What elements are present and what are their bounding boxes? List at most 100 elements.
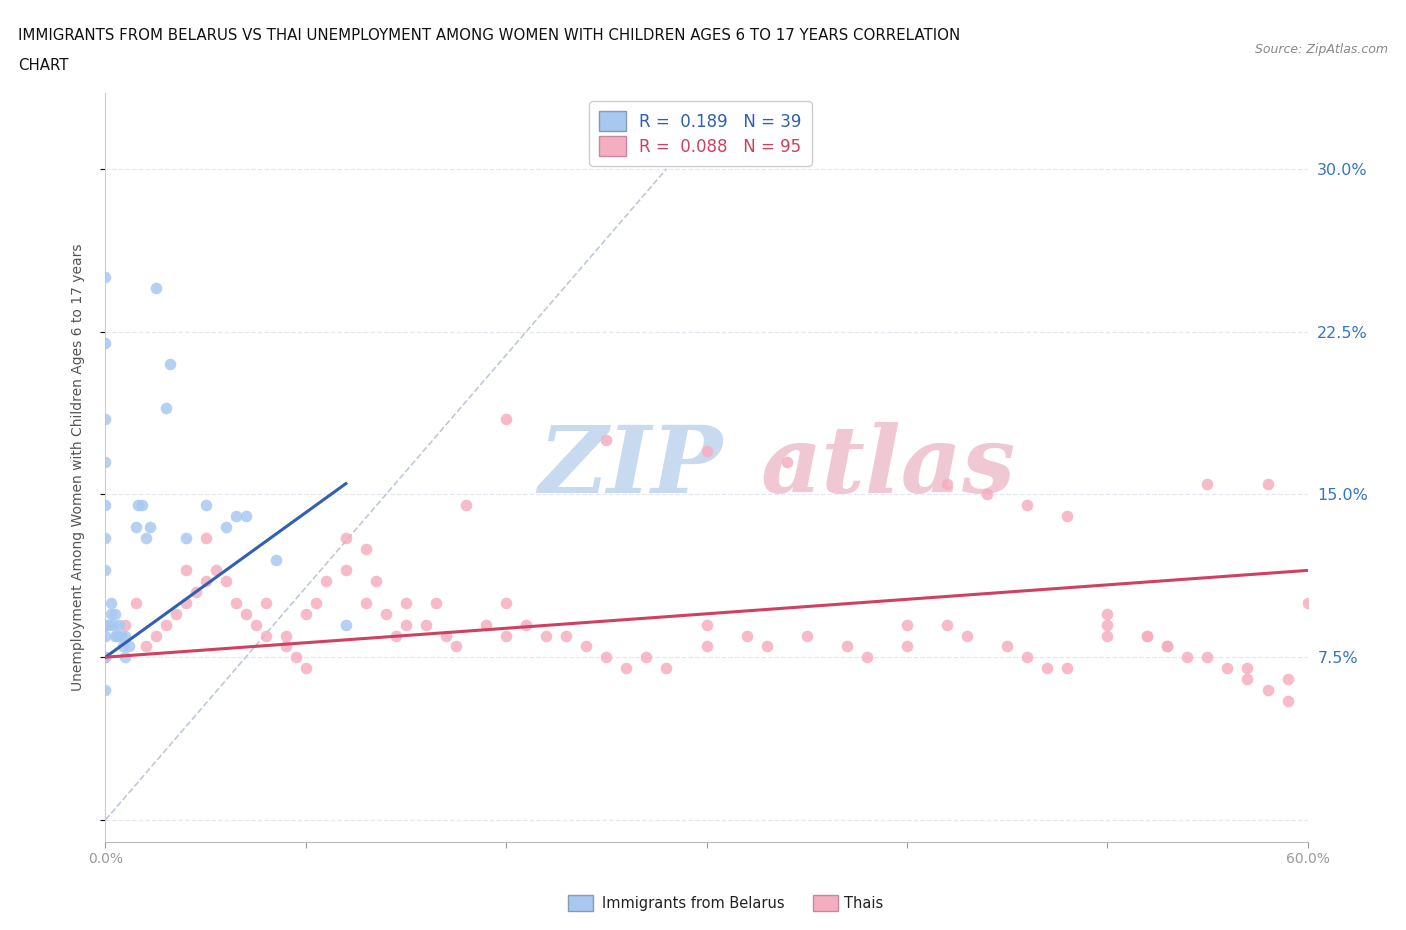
Point — [145, 281, 167, 296]
Point — [1277, 671, 1299, 686]
Point — [131, 498, 153, 512]
Point — [159, 357, 181, 372]
Point — [155, 618, 177, 632]
Point — [194, 498, 217, 512]
Point — [1136, 628, 1159, 643]
Point — [495, 411, 517, 426]
Point — [936, 618, 959, 632]
Point — [225, 509, 247, 524]
Point — [174, 595, 197, 610]
Point — [425, 595, 447, 610]
Point — [184, 585, 207, 600]
Point — [104, 606, 127, 621]
Point — [1177, 650, 1199, 665]
Point — [127, 498, 149, 512]
Point — [595, 650, 617, 665]
Point — [1056, 509, 1078, 524]
Point — [94, 683, 117, 698]
Point — [495, 595, 517, 610]
Point — [94, 618, 117, 632]
Point — [395, 595, 418, 610]
Point — [94, 650, 117, 665]
Point — [145, 628, 167, 643]
Point — [555, 628, 578, 643]
Point — [595, 432, 617, 447]
Point — [274, 639, 297, 654]
Point — [936, 476, 959, 491]
Point — [415, 618, 437, 632]
Point — [100, 606, 122, 621]
Point — [274, 628, 297, 643]
Point — [395, 618, 418, 632]
Point — [264, 552, 287, 567]
Point — [100, 595, 122, 610]
Point — [135, 530, 157, 545]
Point — [98, 618, 121, 632]
Point — [1017, 498, 1039, 512]
Legend: R =  0.189   N = 39, R =  0.088   N = 95: R = 0.189 N = 39, R = 0.088 N = 95 — [589, 101, 811, 166]
Point — [103, 618, 125, 632]
Point — [107, 628, 129, 643]
Point — [114, 628, 136, 643]
Point — [1156, 639, 1178, 654]
Point — [94, 270, 117, 285]
Point — [94, 530, 117, 545]
Point — [194, 530, 217, 545]
Point — [108, 618, 131, 632]
Point — [118, 639, 141, 654]
Point — [354, 541, 377, 556]
Point — [94, 455, 117, 470]
Text: Source: ZipAtlas.com: Source: ZipAtlas.com — [1254, 43, 1388, 56]
Point — [235, 509, 257, 524]
Point — [94, 411, 117, 426]
Point — [110, 628, 132, 643]
Point — [1156, 639, 1178, 654]
Point — [295, 606, 318, 621]
Point — [896, 639, 918, 654]
Point — [1236, 671, 1258, 686]
Point — [364, 574, 387, 589]
Point — [335, 530, 357, 545]
Point — [534, 628, 557, 643]
Point — [138, 520, 160, 535]
Point — [956, 628, 979, 643]
Point — [1056, 660, 1078, 675]
Point — [696, 639, 718, 654]
Text: CHART: CHART — [18, 58, 69, 73]
Point — [354, 595, 377, 610]
Point — [94, 563, 117, 578]
Point — [1296, 595, 1319, 610]
Point — [796, 628, 818, 643]
Point — [1277, 693, 1299, 708]
Point — [1257, 476, 1279, 491]
Point — [1236, 660, 1258, 675]
Point — [696, 618, 718, 632]
Point — [1097, 606, 1119, 621]
Point — [636, 650, 658, 665]
Point — [976, 487, 998, 502]
Point — [616, 660, 638, 675]
Point — [995, 639, 1018, 654]
Point — [515, 618, 537, 632]
Point — [104, 628, 127, 643]
Point — [225, 595, 247, 610]
Point — [114, 618, 136, 632]
Point — [94, 498, 117, 512]
Point — [94, 650, 117, 665]
Point — [1136, 628, 1159, 643]
Point — [1017, 650, 1039, 665]
Point — [1216, 660, 1239, 675]
Point — [1197, 476, 1219, 491]
Point — [165, 606, 187, 621]
Point — [155, 400, 177, 415]
Point — [385, 628, 408, 643]
Point — [575, 639, 598, 654]
Point — [94, 335, 117, 350]
Point — [295, 660, 318, 675]
Point — [434, 628, 457, 643]
Point — [174, 563, 197, 578]
Text: atlas: atlas — [761, 422, 1017, 512]
Point — [114, 650, 136, 665]
Point — [735, 628, 758, 643]
Point — [444, 639, 467, 654]
